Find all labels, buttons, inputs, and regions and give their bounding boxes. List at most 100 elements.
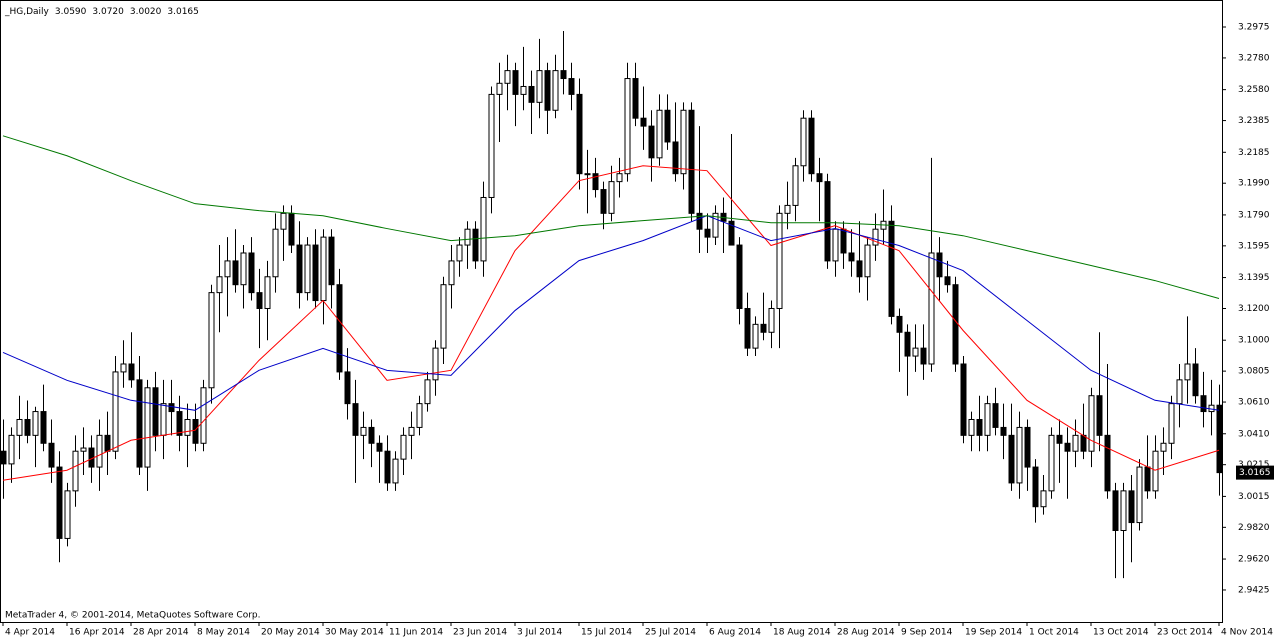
candle-body xyxy=(616,173,623,183)
candle-body xyxy=(976,418,983,436)
y-tick-label: 3.2780 xyxy=(1238,53,1270,63)
x-tick-label: 16 Apr 2014 xyxy=(69,628,125,638)
candle-body xyxy=(376,442,383,452)
candle-body xyxy=(744,307,751,349)
candle-body xyxy=(176,411,183,436)
candle-body xyxy=(928,252,935,365)
candle-body xyxy=(752,323,759,349)
candle-body xyxy=(112,371,119,452)
x-tick-label: 23 Oct 2014 xyxy=(1157,628,1213,638)
candle-body xyxy=(1000,426,1007,436)
candle-body xyxy=(544,70,551,111)
candle-body xyxy=(624,78,631,175)
candle-body xyxy=(864,244,871,278)
candle-body xyxy=(368,426,375,444)
candle-body xyxy=(712,212,719,238)
candle-body xyxy=(40,411,47,444)
x-tick-label: 13 Oct 2014 xyxy=(1093,628,1149,638)
candle-body xyxy=(1200,395,1207,413)
y-tick-label: 3.1000 xyxy=(1238,336,1270,346)
candle-body xyxy=(552,70,559,111)
candle-body xyxy=(464,228,471,246)
moving-average-line xyxy=(2,165,1220,481)
candle-body xyxy=(320,236,327,302)
candle-body xyxy=(424,379,431,405)
candle-body xyxy=(528,85,535,103)
candle-body xyxy=(1032,466,1039,508)
candle-body xyxy=(560,70,567,80)
candle-body xyxy=(792,165,799,206)
candle-body xyxy=(256,292,263,309)
candle-body xyxy=(1128,490,1135,524)
y-tick-label: 3.1200 xyxy=(1238,304,1270,314)
candle-body xyxy=(352,403,359,436)
x-tick-label: 6 Aug 2014 xyxy=(709,628,761,638)
candle-body xyxy=(64,490,71,539)
price-tag xyxy=(1236,465,1274,480)
candle-body xyxy=(936,252,943,278)
y-tick-label: 3.2580 xyxy=(1238,85,1270,95)
candle-body xyxy=(888,220,895,317)
candle-body xyxy=(576,93,583,175)
candle-body xyxy=(1072,434,1079,452)
candle-body xyxy=(168,403,175,413)
candle-body xyxy=(728,220,735,246)
candle-body xyxy=(392,458,399,484)
x-tick-label: 28 Apr 2014 xyxy=(133,628,189,638)
candle-body xyxy=(848,252,855,262)
candle-body xyxy=(568,78,575,95)
candle-body xyxy=(648,125,655,159)
candle-body xyxy=(208,292,215,389)
y-tick-label: 3.1595 xyxy=(1238,241,1270,251)
candle-body xyxy=(248,252,255,294)
candle-body xyxy=(224,260,231,278)
x-tick-label: 3 Jul 2014 xyxy=(517,628,562,638)
candle-body xyxy=(1096,395,1103,436)
y-tick-label: 3.2975 xyxy=(1238,23,1270,33)
candle-body xyxy=(944,276,951,286)
moving-average-line xyxy=(2,135,1220,299)
candle-body xyxy=(1144,466,1151,492)
candle-body xyxy=(456,244,463,262)
plot-frame xyxy=(0,0,1223,623)
candle-body xyxy=(1016,426,1023,484)
moving-average-line xyxy=(2,215,1220,411)
y-tick-label: 2.9425 xyxy=(1238,585,1270,595)
candle-body xyxy=(16,418,23,436)
candle-body xyxy=(96,434,103,468)
candle-body xyxy=(32,411,39,436)
y-tick-label: 3.2385 xyxy=(1238,116,1270,126)
candle-body xyxy=(1160,442,1167,452)
candle-body xyxy=(72,450,79,492)
x-tick-label: 9 Sep 2014 xyxy=(901,628,953,638)
y-tick-label: 3.0610 xyxy=(1238,398,1270,408)
candle-body xyxy=(600,189,607,214)
x-tick-label: 15 Jul 2014 xyxy=(581,628,632,638)
candle-body xyxy=(920,347,927,365)
x-tick-label: 28 Aug 2014 xyxy=(837,628,895,638)
candle-body xyxy=(1176,379,1183,405)
candle-body xyxy=(328,236,335,286)
candle-body xyxy=(1024,426,1031,468)
x-tick-label: 19 Sep 2014 xyxy=(965,628,1022,638)
y-tick-label: 2.9820 xyxy=(1238,523,1270,533)
candle-body xyxy=(872,228,879,246)
candle-body xyxy=(296,244,303,294)
candle-body xyxy=(480,196,487,262)
candle-body xyxy=(688,109,695,214)
y-tick-label: 3.1990 xyxy=(1238,179,1270,189)
candle-body xyxy=(672,141,679,175)
candle-body xyxy=(696,212,703,230)
x-tick-label: 4 Nov 2014 xyxy=(1221,628,1273,638)
candle-body xyxy=(1088,395,1095,452)
ohlc-value: 3.0165 xyxy=(167,7,199,17)
candle-body xyxy=(968,418,975,436)
candle-body xyxy=(1112,490,1119,531)
ohlc-value: 3.0020 xyxy=(130,7,162,17)
candle-body xyxy=(952,284,959,365)
x-tick-label: 20 May 2014 xyxy=(261,628,320,638)
candle-body xyxy=(680,109,687,175)
candle-body xyxy=(512,70,519,95)
y-tick-label: 2.9620 xyxy=(1238,555,1270,565)
